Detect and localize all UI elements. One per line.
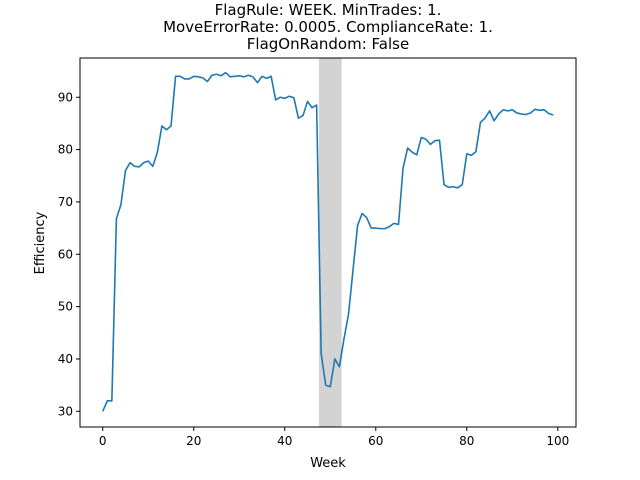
chart-title-line-1: FlagRule: WEEK. MinTrades: 1. [215,1,442,19]
x-tick-label: 80 [459,434,474,448]
x-tick-label: 60 [368,434,383,448]
y-tick-label: 50 [58,300,73,314]
x-tick-label: 100 [546,434,569,448]
x-tick-label: 20 [186,434,201,448]
y-tick-label: 80 [58,143,73,157]
y-tick-label: 90 [58,90,73,104]
x-axis: 0 20 40 60 80 100 [99,427,569,448]
plot-area [79,57,577,428]
x-tick-label: 40 [277,434,292,448]
y-tick-label: 40 [58,352,73,366]
chart-title-line-3: FlagOnRandom: False [247,35,409,53]
x-tick-label: 0 [99,434,107,448]
shaded-region [318,58,342,427]
y-axis: 30 40 50 60 70 80 90 [58,90,80,418]
y-tick-label: 30 [58,404,73,418]
y-axis-label: Efficiency [33,211,48,274]
efficiency-series-line [102,71,554,412]
axes-frame [79,57,577,428]
chart-title-line-2: MoveErrorRate: 0.0005. ComplianceRate: 1… [163,18,493,36]
y-tick-label: 70 [58,195,73,209]
y-tick-label: 60 [58,247,73,261]
x-axis-label: Week [310,456,346,471]
